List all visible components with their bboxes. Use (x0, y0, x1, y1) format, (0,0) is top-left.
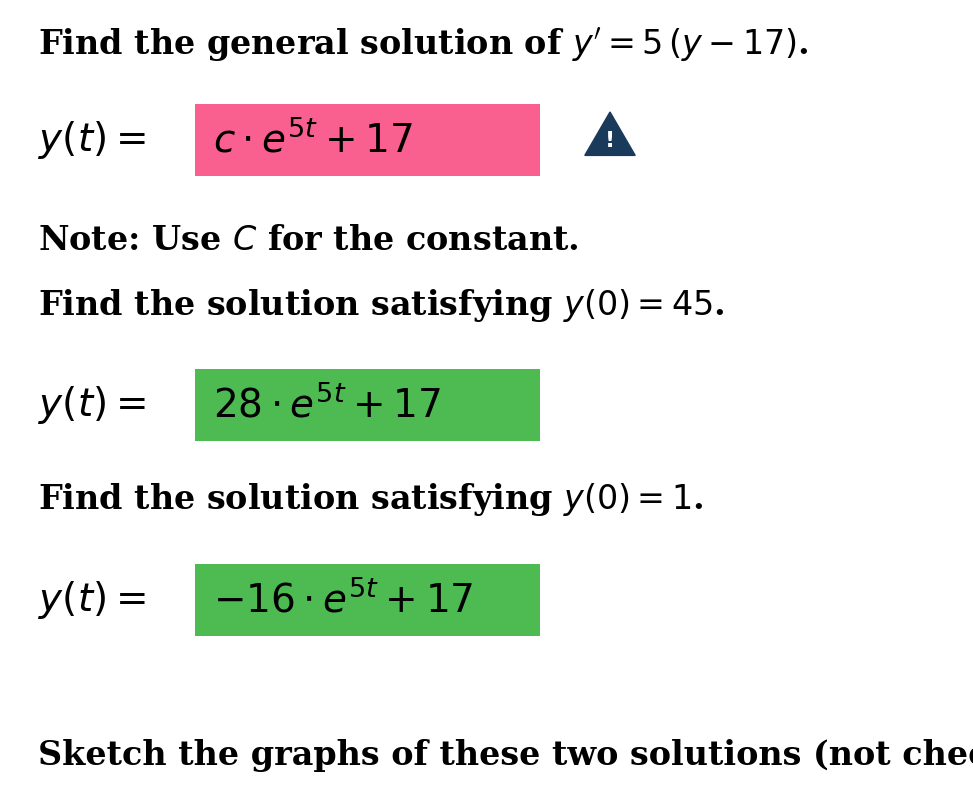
Text: Find the general solution of $y^{\prime} = 5\,(y - 17)$.: Find the general solution of $y^{\prime}… (38, 26, 809, 64)
Text: Find the solution satisfying $y(0) = 1$.: Find the solution satisfying $y(0) = 1$. (38, 482, 703, 519)
Text: $y(t) =$: $y(t) =$ (38, 384, 146, 426)
FancyBboxPatch shape (195, 104, 540, 176)
Text: Find the solution satisfying $y(0) = 45$.: Find the solution satisfying $y(0) = 45$… (38, 287, 725, 323)
FancyBboxPatch shape (195, 369, 540, 441)
Text: $28 \cdot e^{5t} + 17$: $28 \cdot e^{5t} + 17$ (213, 385, 441, 424)
FancyBboxPatch shape (195, 564, 540, 636)
Text: $c \cdot e^{5t} + 17$: $c \cdot e^{5t} + 17$ (213, 120, 413, 159)
Text: $y(t) =$: $y(t) =$ (38, 579, 146, 621)
Text: $y(t) =$: $y(t) =$ (38, 119, 146, 161)
Polygon shape (585, 112, 635, 155)
Text: Sketch the graphs of these two solutions (not checked).: Sketch the graphs of these two solutions… (38, 739, 973, 772)
Text: Note: Use $C$ for the constant.: Note: Use $C$ for the constant. (38, 224, 579, 256)
Text: $-16 \cdot e^{5t} + 17$: $-16 \cdot e^{5t} + 17$ (213, 580, 473, 620)
Text: !: ! (605, 132, 615, 151)
